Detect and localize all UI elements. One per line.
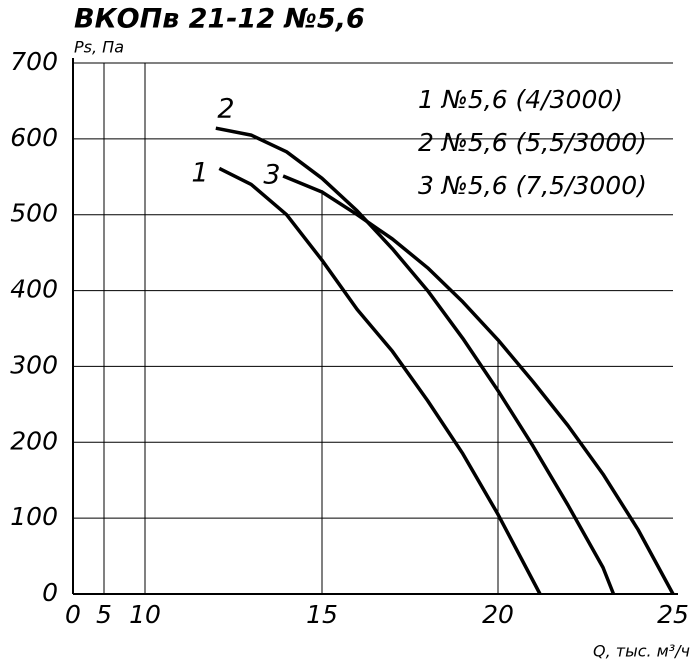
- y-tick-label: 100: [10, 502, 58, 531]
- curve-label: 2: [217, 94, 234, 125]
- y-tick-label: 400: [10, 275, 58, 304]
- x-tick-label: 20: [482, 600, 514, 629]
- x-tick-label: 15: [306, 600, 338, 629]
- curve: [215, 126, 616, 595]
- legend-entry: 3 №5,6 (7,5/3000): [418, 171, 647, 200]
- legend-entry: 1 №5,6 (4/3000): [418, 85, 623, 114]
- y-tick-label: 300: [10, 350, 58, 379]
- curve-label: 3: [263, 160, 280, 191]
- y-tick-label: 700: [10, 47, 58, 76]
- chart-title: ВКОПв 21-12 №5,6: [74, 4, 365, 35]
- y-tick-label: 600: [10, 123, 58, 152]
- curve: [218, 166, 542, 595]
- x-tick-label: 0: [65, 600, 81, 629]
- y-tick-label: 0: [42, 578, 58, 607]
- x-tick-label: 5: [96, 600, 112, 629]
- x-axis-label: Q, тыс. м³/ч: [593, 642, 690, 661]
- curve: [282, 174, 675, 595]
- x-tick-label: 10: [129, 600, 161, 629]
- legend-entry: 2 №5,6 (5,5/3000): [418, 128, 647, 157]
- curve-label: 1: [191, 158, 208, 189]
- y-axis-label: Ps, Па: [74, 38, 124, 57]
- y-tick-label: 200: [10, 426, 58, 455]
- y-tick-label: 500: [10, 199, 58, 228]
- x-tick-label: 25: [657, 600, 689, 629]
